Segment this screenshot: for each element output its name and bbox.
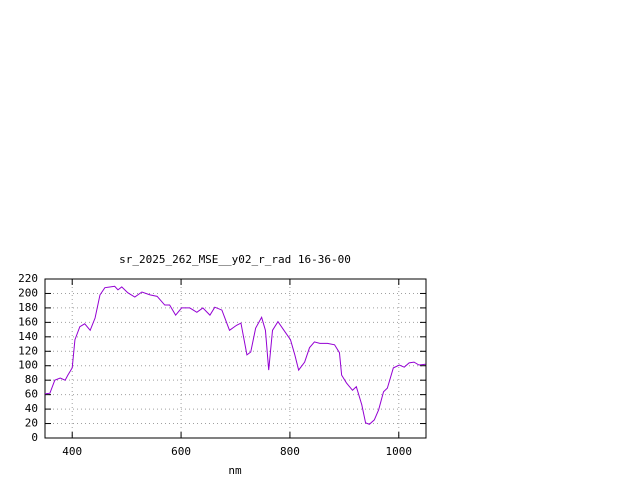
y-tick-label: 120	[18, 344, 38, 357]
chart-title: sr_2025_262_MSE__y02_r_rad 16-36-00	[119, 253, 351, 266]
y-tick-label: 80	[25, 373, 38, 386]
y-tick-label: 200	[18, 286, 38, 299]
plot-border	[44, 278, 427, 439]
y-tick-label: 100	[18, 359, 38, 372]
y-tick-label: 140	[18, 330, 38, 343]
x-tick-label: 600	[171, 445, 191, 458]
y-tick-label: 220	[18, 272, 38, 285]
y-tick-label: 0	[31, 431, 38, 444]
x-tick-label: 1000	[386, 445, 413, 458]
y-tick-label: 20	[25, 417, 38, 430]
x-axis-label: nm	[228, 464, 242, 477]
data-line	[44, 285, 426, 425]
y-tick-label: 40	[25, 402, 38, 415]
y-tick-label: 180	[18, 301, 38, 314]
x-tick-label: 800	[280, 445, 300, 458]
y-tick-label: 160	[18, 315, 38, 328]
y-tick-label: 60	[25, 388, 38, 401]
x-tick-label: 400	[62, 445, 82, 458]
